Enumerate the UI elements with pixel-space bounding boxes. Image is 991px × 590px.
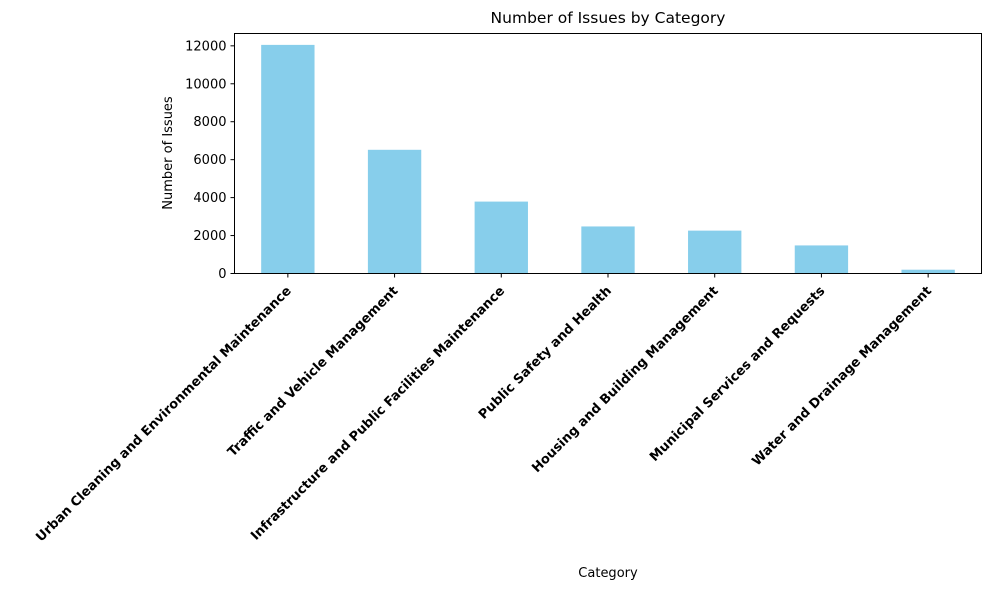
x-tick-label: Infrastructure and Public Facilities Mai… xyxy=(248,284,508,544)
bar xyxy=(901,269,955,274)
y-tick-label: 4000 xyxy=(193,191,226,206)
y-tick-label: 8000 xyxy=(193,115,226,130)
x-tick-label: Urban Cleaning and Environmental Mainten… xyxy=(33,284,294,545)
bar xyxy=(794,245,849,274)
bar xyxy=(261,44,315,274)
x-tick-label: Traffic and Vehicle Management xyxy=(225,284,401,460)
x-tick-label: Housing and Building Management xyxy=(529,284,721,476)
x-tick-label: Water and Drainage Management xyxy=(750,284,935,469)
y-axis-title: Number of Issues xyxy=(161,96,176,210)
x-axis-title: Category xyxy=(578,566,638,581)
x-tick-label: Municipal Services and Requests xyxy=(647,284,828,465)
chart-title: Number of Issues by Category xyxy=(491,9,726,27)
y-tick-label: 10000 xyxy=(185,77,226,92)
y-tick-label: 12000 xyxy=(185,39,226,54)
y-tick-label: 2000 xyxy=(193,229,226,244)
plot-frame xyxy=(234,33,982,274)
y-tick-label: 0 xyxy=(218,267,226,282)
y-tick-label: 6000 xyxy=(193,153,226,168)
bar xyxy=(688,230,742,274)
bar xyxy=(581,226,635,274)
bar xyxy=(367,149,422,274)
bar xyxy=(474,201,528,274)
